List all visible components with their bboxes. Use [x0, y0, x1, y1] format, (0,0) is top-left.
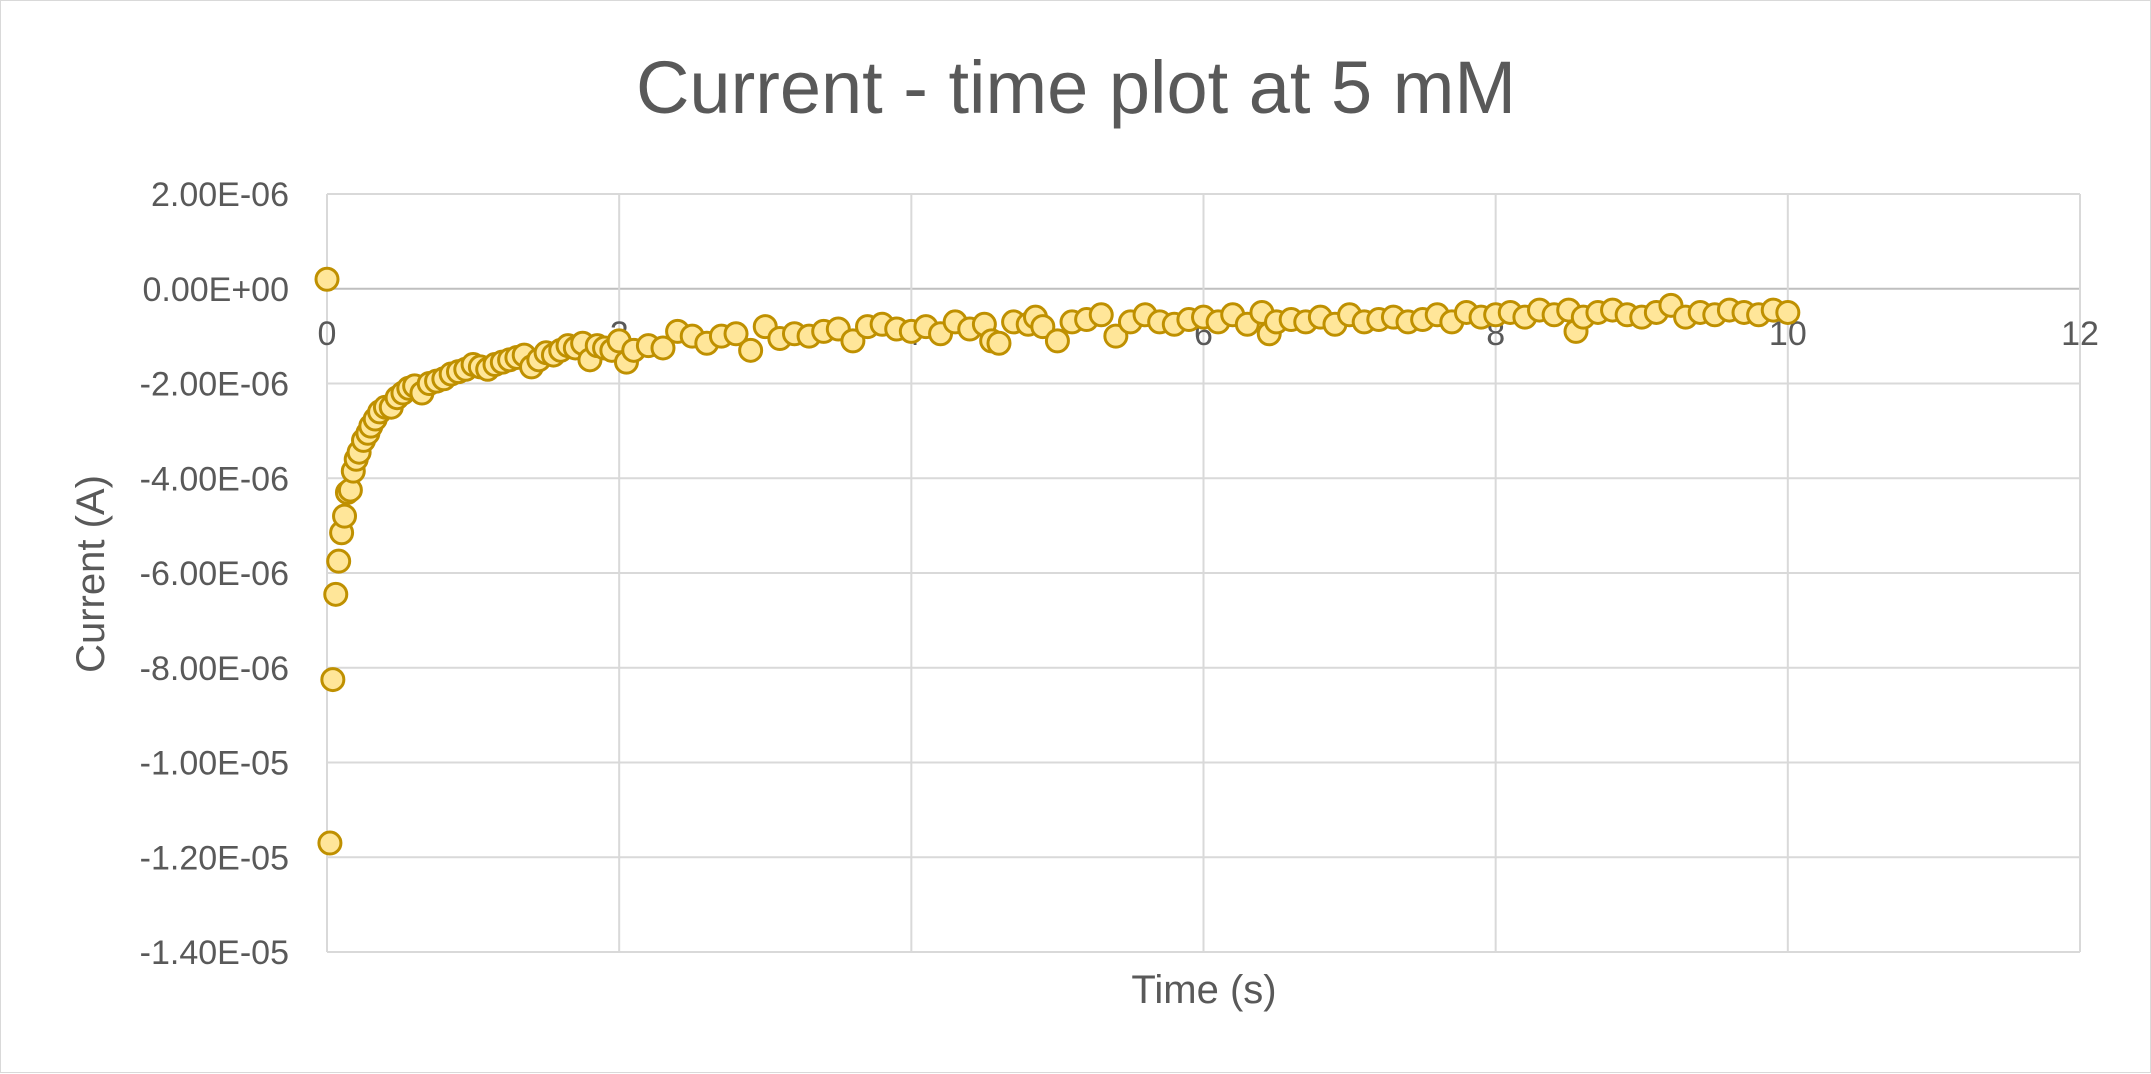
data-series [314, 266, 1801, 856]
data-point [723, 321, 749, 347]
y-tick-label: -1.00E-05 [140, 745, 289, 783]
data-point [320, 667, 346, 693]
data-point [317, 830, 343, 856]
x-tick-label: 12 [2061, 315, 2099, 353]
data-point [1044, 328, 1070, 354]
y-tick-label: -6.00E-06 [140, 555, 289, 593]
y-tick-label: -1.20E-05 [140, 839, 289, 877]
data-point [738, 337, 764, 363]
data-point [1103, 323, 1129, 349]
y-tick-label: 2.00E-06 [151, 176, 289, 214]
y-tick-label: -2.00E-06 [140, 366, 289, 404]
data-point [986, 330, 1012, 356]
data-point [1030, 314, 1056, 340]
chart-title: Current - time plot at 5 mM [636, 46, 1516, 129]
y-tick-label: -8.00E-06 [140, 650, 289, 688]
data-point [650, 335, 676, 361]
data-point [326, 548, 352, 574]
x-axis-title: Time (s) [1131, 968, 1276, 1012]
data-point [840, 328, 866, 354]
y-tick-label: -4.00E-06 [140, 460, 289, 498]
data-point [1088, 302, 1114, 328]
data-point [332, 503, 358, 529]
y-axis-title: Current (A) [69, 475, 113, 673]
y-tick-label: -1.40E-05 [140, 934, 289, 972]
y-tick-label: 0.00E+00 [142, 271, 289, 309]
y-axis-tick-labels: 2.00E-06 0.00E+00 -2.00E-06 -4.00E-06 -6.00E… [140, 176, 289, 972]
data-point [314, 266, 340, 292]
x-tick-label: 0 [318, 315, 337, 353]
data-point [323, 581, 349, 607]
data-point [1775, 299, 1801, 325]
